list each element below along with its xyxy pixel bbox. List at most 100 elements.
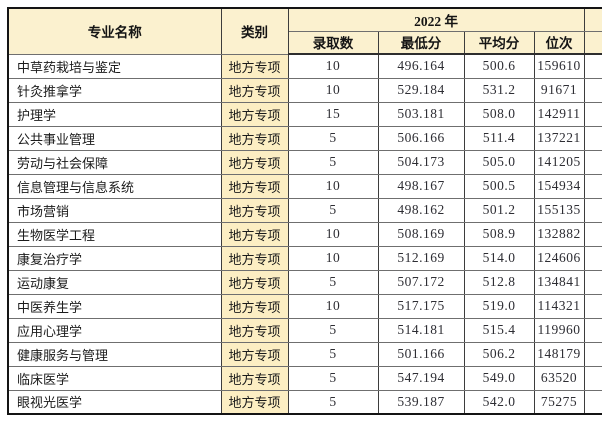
cutoff-cell bbox=[583, 293, 602, 319]
header-avg-score: 平均分 bbox=[463, 30, 535, 55]
min-score-cell: 508.169 bbox=[377, 221, 465, 247]
min-score-cell: 512.169 bbox=[377, 245, 465, 271]
table-header: 专业名称 类别 2022 年 录取数 最低分 平均分 位次 bbox=[7, 7, 602, 55]
cutoff-cell bbox=[583, 245, 602, 271]
min-score-cell: 517.175 bbox=[377, 293, 465, 319]
table-row: 康复治疗学 地方专项 10 512.169 514.0 124606 bbox=[7, 245, 602, 271]
table-row: 中医养生学 地方专项 10 517.175 519.0 114321 bbox=[7, 293, 602, 319]
min-score-cell: 504.173 bbox=[377, 149, 465, 175]
rank-cell: 119960 bbox=[533, 317, 585, 343]
cutoff-cell bbox=[583, 197, 602, 223]
table-row: 眼视光医学 地方专项 5 539.187 542.0 75275 bbox=[7, 389, 602, 415]
admit-count-cell: 5 bbox=[287, 125, 379, 151]
avg-score-cell: 542.0 bbox=[463, 389, 535, 415]
admit-count-cell: 5 bbox=[287, 341, 379, 367]
cutoff-cell bbox=[583, 317, 602, 343]
avg-score-cell: 500.6 bbox=[463, 53, 535, 79]
category-cell: 地方专项 bbox=[220, 389, 289, 415]
major-name-cell: 眼视光医学 bbox=[7, 389, 222, 415]
min-score-cell: 498.162 bbox=[377, 197, 465, 223]
table-row: 信息管理与信息系统 地方专项 10 498.167 500.5 154934 bbox=[7, 173, 602, 199]
header-admit-count: 录取数 bbox=[287, 30, 379, 55]
rank-cell: 148179 bbox=[533, 341, 585, 367]
major-name-cell: 中草药栽培与鉴定 bbox=[7, 53, 222, 79]
category-cell: 地方专项 bbox=[220, 341, 289, 367]
rank-cell: 75275 bbox=[533, 389, 585, 415]
admit-count-cell: 10 bbox=[287, 221, 379, 247]
table-row: 临床医学 地方专项 5 547.194 549.0 63520 bbox=[7, 365, 602, 391]
admit-count-cell: 5 bbox=[287, 149, 379, 175]
rank-cell: 137221 bbox=[533, 125, 585, 151]
table-row: 市场营销 地方专项 5 498.162 501.2 155135 bbox=[7, 197, 602, 223]
admit-count-cell: 10 bbox=[287, 77, 379, 103]
cutoff-cell bbox=[583, 101, 602, 127]
table-row: 护理学 地方专项 15 503.181 508.0 142911 bbox=[7, 101, 602, 127]
header-major-name: 专业名称 bbox=[7, 7, 222, 55]
cutoff-cell bbox=[583, 269, 602, 295]
category-cell: 地方专项 bbox=[220, 173, 289, 199]
cutoff-cell bbox=[583, 125, 602, 151]
rank-cell: 142911 bbox=[533, 101, 585, 127]
rank-cell: 155135 bbox=[533, 197, 585, 223]
rank-cell: 159610 bbox=[533, 53, 585, 79]
avg-score-cell: 501.2 bbox=[463, 197, 535, 223]
rank-cell: 134841 bbox=[533, 269, 585, 295]
major-name-cell: 护理学 bbox=[7, 101, 222, 127]
avg-score-cell: 549.0 bbox=[463, 365, 535, 391]
header-category: 类别 bbox=[220, 7, 289, 55]
min-score-cell: 547.194 bbox=[377, 365, 465, 391]
admission-score-table: 专业名称 类别 2022 年 录取数 最低分 平均分 位次 中草药栽培与鉴定 地… bbox=[7, 7, 602, 415]
rank-cell: 91671 bbox=[533, 77, 585, 103]
major-name-cell: 针灸推拿学 bbox=[7, 77, 222, 103]
min-score-cell: 498.167 bbox=[377, 173, 465, 199]
avg-score-cell: 506.2 bbox=[463, 341, 535, 367]
avg-score-cell: 514.0 bbox=[463, 245, 535, 271]
admit-count-cell: 10 bbox=[287, 293, 379, 319]
header-row-metrics: 录取数 最低分 平均分 位次 bbox=[8, 30, 602, 55]
major-name-cell: 应用心理学 bbox=[7, 317, 222, 343]
major-name-cell: 市场营销 bbox=[7, 197, 222, 223]
avg-score-cell: 519.0 bbox=[463, 293, 535, 319]
category-cell: 地方专项 bbox=[220, 245, 289, 271]
min-score-cell: 529.184 bbox=[377, 77, 465, 103]
rank-cell: 114321 bbox=[533, 293, 585, 319]
cutoff-cell bbox=[583, 221, 602, 247]
table-row: 劳动与社会保障 地方专项 5 504.173 505.0 141205 bbox=[7, 149, 602, 175]
table-row: 生物医学工程 地方专项 10 508.169 508.9 132882 bbox=[7, 221, 602, 247]
min-score-cell: 514.181 bbox=[377, 317, 465, 343]
major-name-cell: 中医养生学 bbox=[7, 293, 222, 319]
admit-count-cell: 10 bbox=[287, 53, 379, 79]
major-name-cell: 生物医学工程 bbox=[7, 221, 222, 247]
avg-score-cell: 511.4 bbox=[463, 125, 535, 151]
cutoff-cell bbox=[583, 389, 602, 415]
rank-cell: 63520 bbox=[533, 365, 585, 391]
admit-count-cell: 5 bbox=[287, 269, 379, 295]
cutoff-cell bbox=[583, 53, 602, 79]
admit-count-cell: 5 bbox=[287, 389, 379, 415]
min-score-cell: 507.172 bbox=[377, 269, 465, 295]
avg-score-cell: 531.2 bbox=[463, 77, 535, 103]
admit-count-cell: 10 bbox=[287, 245, 379, 271]
category-cell: 地方专项 bbox=[220, 317, 289, 343]
admit-count-cell: 5 bbox=[287, 365, 379, 391]
header-cutoff-column-sub bbox=[583, 30, 602, 55]
major-name-cell: 康复治疗学 bbox=[7, 245, 222, 271]
min-score-cell: 501.166 bbox=[377, 341, 465, 367]
header-min-score: 最低分 bbox=[377, 30, 465, 55]
min-score-cell: 506.166 bbox=[377, 125, 465, 151]
rank-cell: 154934 bbox=[533, 173, 585, 199]
category-cell: 地方专项 bbox=[220, 101, 289, 127]
min-score-cell: 503.181 bbox=[377, 101, 465, 127]
rank-cell: 124606 bbox=[533, 245, 585, 271]
category-cell: 地方专项 bbox=[220, 197, 289, 223]
category-cell: 地方专项 bbox=[220, 221, 289, 247]
header-row-year: 专业名称 类别 2022 年 bbox=[7, 7, 602, 55]
cutoff-cell bbox=[583, 173, 602, 199]
category-cell: 地方专项 bbox=[220, 53, 289, 79]
major-name-cell: 运动康复 bbox=[7, 269, 222, 295]
table-row: 中草药栽培与鉴定 地方专项 10 496.164 500.6 159610 bbox=[7, 53, 602, 79]
admit-count-cell: 10 bbox=[287, 173, 379, 199]
header-cutoff-column bbox=[583, 7, 602, 32]
rank-cell: 141205 bbox=[533, 149, 585, 175]
